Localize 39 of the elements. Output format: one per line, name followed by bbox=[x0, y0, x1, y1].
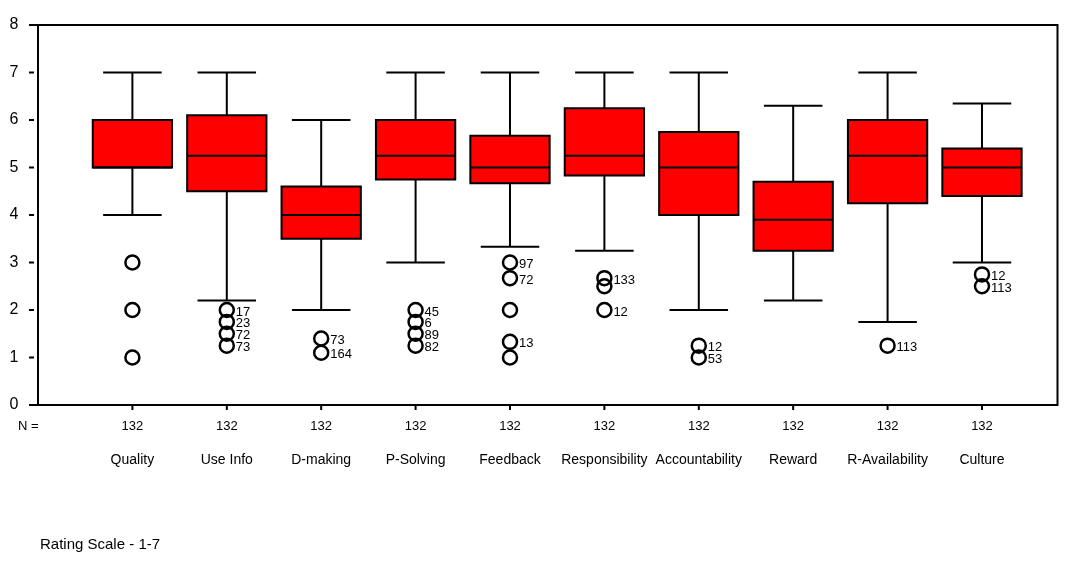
text: N = bbox=[18, 417, 39, 433]
y-tick-label: 0 bbox=[9, 395, 19, 413]
y-tick-label: 8 bbox=[9, 15, 19, 33]
annotation: 132 bbox=[782, 417, 805, 433]
annotation: 113 bbox=[896, 339, 918, 355]
y-tick-label: 5 bbox=[9, 157, 19, 175]
y-tick-label: 2 bbox=[9, 300, 19, 318]
annotation: 132 bbox=[310, 417, 333, 433]
annotation: 13 bbox=[518, 335, 534, 351]
text: Rating Scale - 1-7 bbox=[40, 535, 161, 553]
x-tick-label: Use Info bbox=[200, 450, 254, 467]
annotation: 132 bbox=[687, 417, 710, 433]
annotation: 133 bbox=[613, 271, 636, 287]
y-tick-label: 6 bbox=[9, 110, 19, 128]
annotation: 72 bbox=[518, 271, 534, 287]
annotation: 164 bbox=[330, 346, 352, 362]
x-tick-label: Quality bbox=[110, 450, 155, 467]
x-tick-label: Culture bbox=[959, 450, 1005, 467]
y-tick-label: 3 bbox=[9, 252, 19, 270]
y-tick-label: 7 bbox=[9, 62, 19, 80]
annotation: 12 bbox=[613, 303, 628, 319]
x-tick-label: Accountability bbox=[655, 450, 742, 467]
x-tick-label: P-Solving bbox=[385, 450, 446, 467]
x-tick-label: Feedback bbox=[479, 450, 542, 467]
annotation: 132 bbox=[593, 417, 616, 433]
y-tick-label: 4 bbox=[9, 205, 19, 223]
x-tick-label: Reward bbox=[769, 450, 818, 467]
annotation: 97 bbox=[518, 256, 534, 272]
annotation: 132 bbox=[121, 417, 144, 433]
x-tick-label: R-Availability bbox=[847, 450, 928, 467]
annotation: 132 bbox=[215, 417, 238, 433]
annotation: 132 bbox=[404, 417, 427, 433]
x-tick-label: Responsibility bbox=[561, 450, 648, 467]
x-tick-label: D-making bbox=[291, 450, 352, 467]
annotation: 132 bbox=[971, 417, 993, 433]
annotation: 132 bbox=[876, 417, 899, 433]
y-tick-label: 1 bbox=[9, 347, 19, 365]
annotation: 73 bbox=[330, 332, 345, 348]
annotation: 132 bbox=[499, 417, 521, 433]
